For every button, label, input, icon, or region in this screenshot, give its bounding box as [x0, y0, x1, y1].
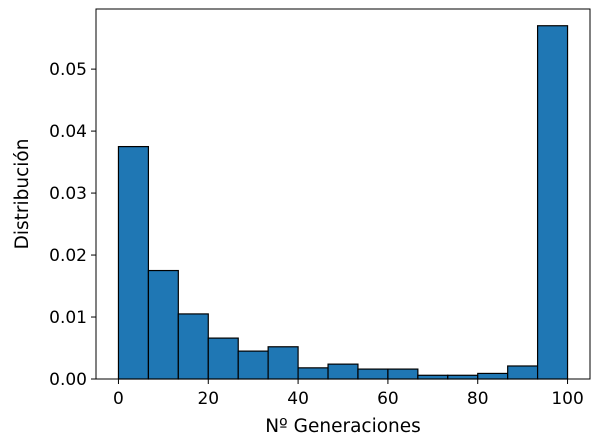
x-axis-label: Nº Generaciones [265, 416, 421, 437]
histogram-bar [327, 363, 359, 380]
histogram-bar [447, 374, 479, 380]
y-tick-label: 0.03 [49, 184, 87, 204]
histogram-bar [297, 367, 329, 380]
histogram-bar [387, 368, 419, 380]
y-tick-label: 0.01 [49, 308, 87, 328]
histogram-bar [477, 372, 509, 380]
x-tick-label: 60 [377, 389, 399, 409]
x-tick-label: 40 [287, 389, 309, 409]
x-tick-label: 0 [113, 389, 124, 409]
histogram-bar [267, 346, 299, 380]
histogram-bar [207, 337, 239, 380]
x-tick-label: 100 [551, 389, 583, 409]
x-tick-label: 80 [467, 389, 489, 409]
histogram-bar [507, 365, 539, 380]
bars-group [117, 25, 569, 380]
histogram-bar [417, 374, 449, 380]
x-axis: 0 20 40 60 80 100 [113, 379, 584, 409]
histogram-bar [237, 350, 269, 380]
histogram-bar [117, 145, 150, 380]
histogram-bar [177, 313, 209, 380]
y-tick-label: 0.02 [49, 246, 87, 266]
y-tick-label: 0.04 [49, 122, 87, 142]
y-axis: 0.00 0.01 0.02 0.03 0.04 0.05 [49, 60, 96, 390]
histogram-bar [536, 25, 569, 380]
y-tick-label: 0.05 [49, 60, 87, 80]
y-axis-label: Distribución [12, 139, 33, 250]
x-tick-label: 20 [197, 389, 219, 409]
plot-frame [95, 8, 591, 380]
histogram-bar [147, 269, 179, 380]
y-tick-label: 0.00 [49, 370, 87, 390]
histogram-bar [357, 368, 389, 380]
